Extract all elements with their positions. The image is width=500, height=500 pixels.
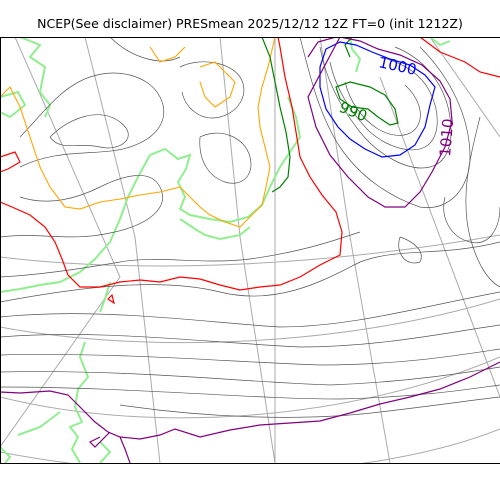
isobar-red-small <box>107 293 115 305</box>
meridian <box>219 37 276 463</box>
meridian <box>429 37 500 138</box>
graticule <box>0 37 500 463</box>
pressure-map: 1000 990 1010 <box>0 37 500 463</box>
meridian <box>84 37 161 463</box>
meridian <box>379 76 500 398</box>
meridian <box>319 37 391 463</box>
latitude-circle <box>0 428 500 463</box>
isobar-1000 <box>319 41 436 158</box>
meridian <box>0 37 121 448</box>
contour-label-990: 990 <box>337 98 370 125</box>
isobar-1010 <box>0 37 500 463</box>
map-title: NCEP(See disclaimer) PRESmean 2025/12/12… <box>37 16 463 31</box>
coastline <box>0 37 451 463</box>
latitude-circle <box>0 356 500 419</box>
latitude-circle <box>0 234 500 267</box>
contour-label-1010: 1010 <box>436 118 457 158</box>
latitude-circle <box>0 298 500 344</box>
isobar-red <box>0 37 500 291</box>
isobar-990 <box>261 37 399 193</box>
contour-label-1000: 1000 <box>377 53 418 79</box>
isobars-default <box>0 37 500 418</box>
isobar-orange <box>0 37 276 228</box>
